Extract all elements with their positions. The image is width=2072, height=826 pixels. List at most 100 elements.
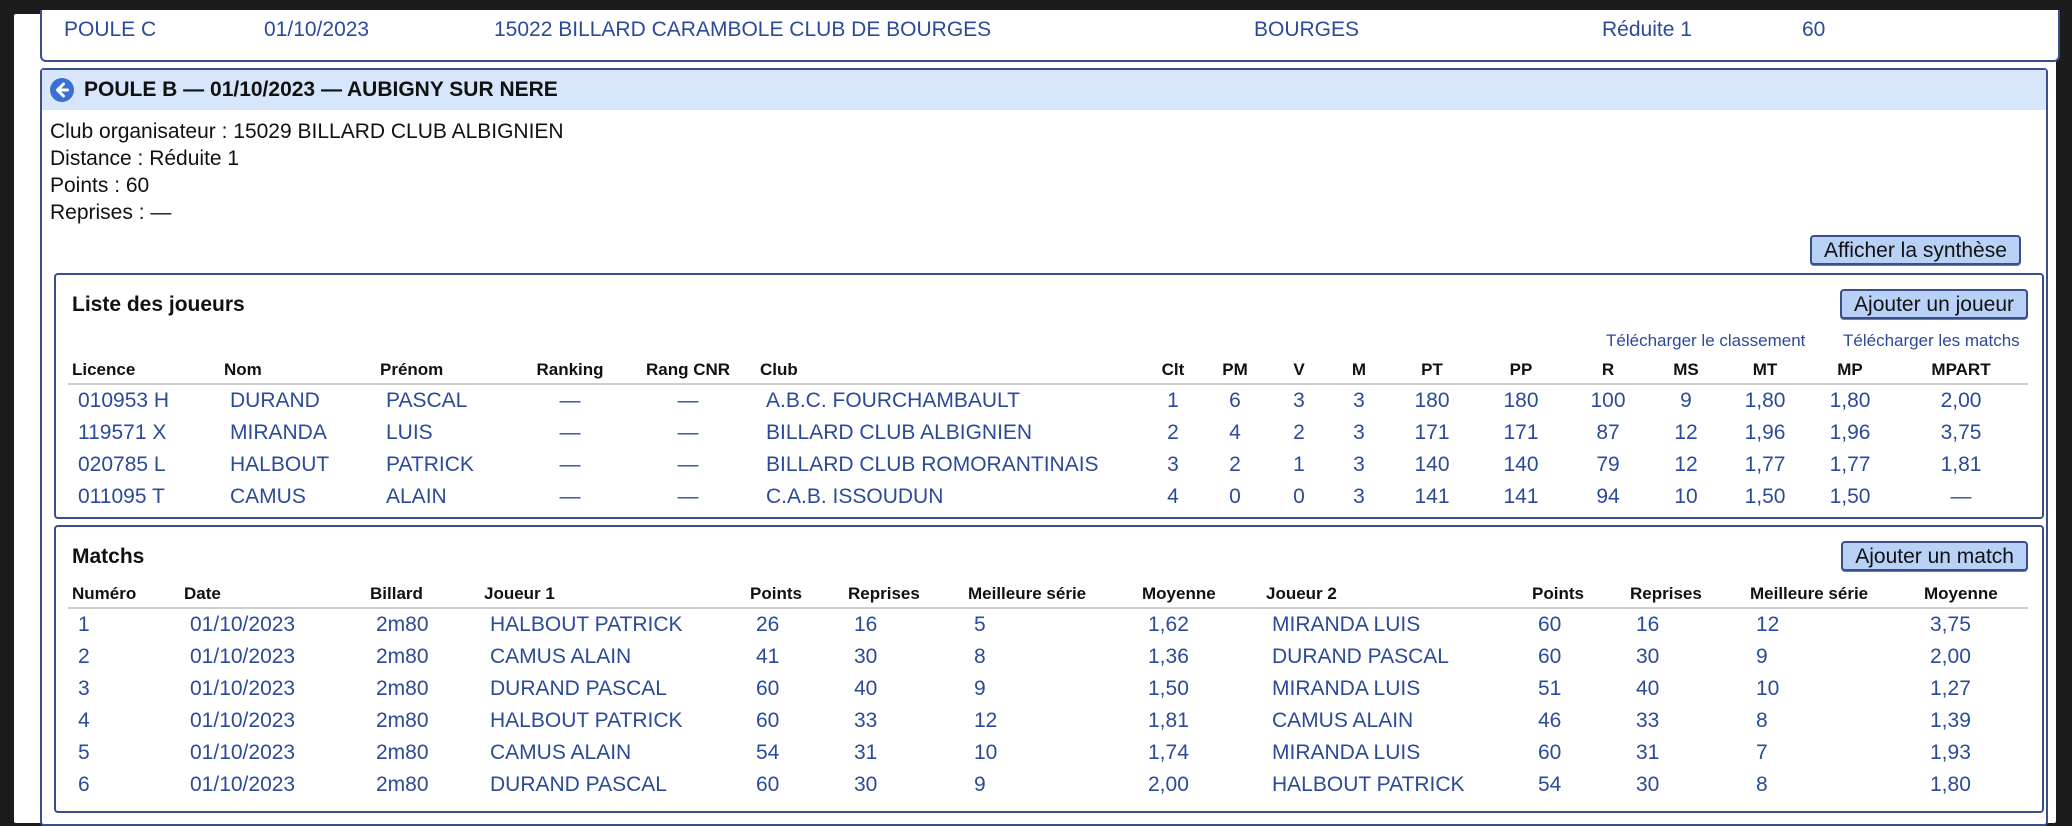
table-cell: 5	[78, 741, 90, 764]
col-points1[interactable]: Points	[746, 583, 844, 609]
match-row[interactable]: 2 01/10/2023 2m80 CAMUS ALAIN 41 30 8 1,36 DURAN…	[68, 641, 2028, 673]
player-row[interactable]: 010953 H DURAND PASCAL — — A.B.C. FOURCHAMBAU…	[68, 384, 2028, 417]
ajouter-joueur-button[interactable]: Ajouter un joueur	[1840, 289, 2028, 319]
table-cell: 3	[1353, 421, 1365, 444]
table-cell: 3	[1167, 453, 1179, 476]
table-cell: MIRANDA	[230, 421, 327, 444]
player-row[interactable]: 119571 X MIRANDA LUIS — — BILLARD CLUB ALBIGN…	[68, 417, 2028, 449]
table-cell: 180	[1503, 389, 1539, 412]
afficher-synthese-button[interactable]: Afficher la synthèse	[1810, 235, 2021, 265]
table-cell: MIRANDA LUIS	[1272, 677, 1421, 700]
table-cell: 3	[1353, 389, 1365, 412]
col-club[interactable]: Club	[756, 359, 1146, 385]
table-cell: 1,77	[1744, 453, 1786, 476]
col-ranking[interactable]: Ranking	[520, 359, 620, 385]
col-pp[interactable]: PP	[1474, 359, 1568, 385]
col-billard[interactable]: Billard	[366, 583, 480, 609]
col-m[interactable]: M	[1328, 359, 1390, 385]
col-reprises1[interactable]: Reprises	[844, 583, 964, 609]
col-pm[interactable]: PM	[1200, 359, 1270, 385]
table-cell: —	[677, 389, 699, 412]
prev-date: 01/10/2023	[264, 18, 370, 41]
col-nom[interactable]: Nom	[220, 359, 376, 385]
player-row[interactable]: 020785 L HALBOUT PATRICK — — BILLARD CLUB ROM…	[68, 449, 2028, 481]
col-date[interactable]: Date	[180, 583, 366, 609]
col-v[interactable]: V	[1270, 359, 1328, 385]
table-cell: 0	[1293, 485, 1305, 508]
prev-club: 15022 BILLARD CARAMBOLE CLUB DE BOURGES	[494, 18, 992, 41]
table-cell: 2	[78, 645, 90, 668]
col-numero[interactable]: Numéro	[68, 583, 180, 609]
table-cell: ALAIN	[386, 485, 447, 508]
players-body: 010953 H DURAND PASCAL — — A.B.C. FOURCHAMBAU…	[68, 384, 2028, 513]
col-reprises2[interactable]: Reprises	[1626, 583, 1746, 609]
match-row[interactable]: 4 01/10/2023 2m80 HALBOUT PATRICK 60 33 12 1,81…	[68, 705, 2028, 737]
col-licence[interactable]: Licence	[68, 359, 220, 385]
table-cell: CAMUS ALAIN	[490, 645, 632, 668]
table-cell: HALBOUT PATRICK	[490, 613, 683, 636]
table-cell: 2m80	[376, 613, 429, 636]
col-points2[interactable]: Points	[1528, 583, 1626, 609]
col-mpart[interactable]: MPART	[1894, 359, 2028, 385]
col-meilleure-serie2[interactable]: Meilleure série	[1746, 583, 1920, 609]
table-cell: 10	[1756, 677, 1780, 700]
table-cell: 2m80	[376, 709, 429, 732]
poule-panel: POULE B — 01/10/2023 — AUBIGNY SUR NERE …	[40, 68, 2048, 826]
table-cell: 94	[1596, 485, 1620, 508]
table-cell: 9	[974, 677, 986, 700]
col-clt[interactable]: Clt	[1146, 359, 1200, 385]
download-matchs-link[interactable]: Télécharger les matchs	[1843, 331, 2020, 350]
table-cell: HALBOUT	[230, 453, 330, 476]
table-cell: 1,50	[1148, 677, 1189, 700]
table-cell: 1,81	[1148, 709, 1189, 732]
table-cell: 1,27	[1930, 677, 1971, 700]
players-header-row: Licence Nom Prénom Ranking Rang CNR Club…	[68, 359, 2028, 385]
match-row[interactable]: 3 01/10/2023 2m80 DURAND PASCAL 60 40 9 1,50 MIR…	[68, 673, 2028, 705]
col-moyenne2[interactable]: Moyenne	[1920, 583, 2028, 609]
col-mp[interactable]: MP	[1806, 359, 1894, 385]
table-cell: 10	[974, 741, 998, 764]
table-cell: 140	[1503, 453, 1539, 476]
table-cell: 8	[1756, 773, 1768, 796]
table-cell: 1,96	[1829, 421, 1871, 444]
match-row[interactable]: 5 01/10/2023 2m80 CAMUS ALAIN 54 31 10 1,74 MIRA…	[68, 737, 2028, 769]
page-sheet: POULE C 01/10/2023 15022 BILLARD CARAMBO…	[14, 10, 2060, 826]
table-cell: 3,75	[1940, 421, 1982, 444]
download-ranking-link[interactable]: Télécharger le classement	[1606, 331, 1806, 350]
table-cell: 9	[1680, 389, 1692, 412]
table-cell: 31	[854, 741, 878, 764]
table-cell: 60	[1538, 645, 1562, 668]
table-cell: 5	[974, 613, 986, 636]
col-joueur2[interactable]: Joueur 2	[1262, 583, 1528, 609]
table-cell: 3	[1293, 389, 1305, 412]
points-info: Points : 60	[50, 174, 150, 197]
matchs-panel: Matchs Ajouter un match Numéro Date Bill…	[54, 525, 2044, 813]
back-arrow-icon[interactable]	[50, 78, 74, 102]
col-joueur1[interactable]: Joueur 1	[480, 583, 746, 609]
table-cell: 1,77	[1829, 453, 1871, 476]
table-cell: 01/10/2023	[190, 773, 296, 796]
table-cell: 60	[756, 773, 780, 796]
col-prenom[interactable]: Prénom	[376, 359, 520, 385]
ajouter-match-button[interactable]: Ajouter un match	[1841, 541, 2028, 571]
col-moyenne1[interactable]: Moyenne	[1138, 583, 1262, 609]
col-mt[interactable]: MT	[1724, 359, 1806, 385]
table-cell: 2,00	[1940, 389, 1982, 412]
table-cell: 12	[974, 709, 998, 732]
table-cell: 1	[1293, 453, 1305, 476]
matchs-table: Numéro Date Billard Joueur 1 Points Repr…	[68, 583, 2028, 801]
col-rang-cnr[interactable]: Rang CNR	[620, 359, 756, 385]
table-cell: MIRANDA LUIS	[1272, 741, 1421, 764]
table-cell: 3,75	[1930, 613, 1971, 636]
table-cell: 8	[974, 645, 986, 668]
col-r[interactable]: R	[1568, 359, 1648, 385]
player-row[interactable]: 011095 T CAMUS ALAIN — — C.A.B. ISSOUDUN 4 0 0 3 1…	[68, 481, 2028, 513]
col-ms[interactable]: MS	[1648, 359, 1724, 385]
table-cell: 4	[78, 709, 90, 732]
table-cell: 01/10/2023	[190, 613, 296, 636]
col-meilleure-serie1[interactable]: Meilleure série	[964, 583, 1138, 609]
table-cell: 1,50	[1829, 485, 1871, 508]
col-pt[interactable]: PT	[1390, 359, 1474, 385]
match-row[interactable]: 1 01/10/2023 2m80 HALBOUT PATRICK 26 16 5 1,62 M…	[68, 608, 2028, 641]
match-row[interactable]: 6 01/10/2023 2m80 DURAND PASCAL 60 30 9 2,00 HAL…	[68, 769, 2028, 801]
